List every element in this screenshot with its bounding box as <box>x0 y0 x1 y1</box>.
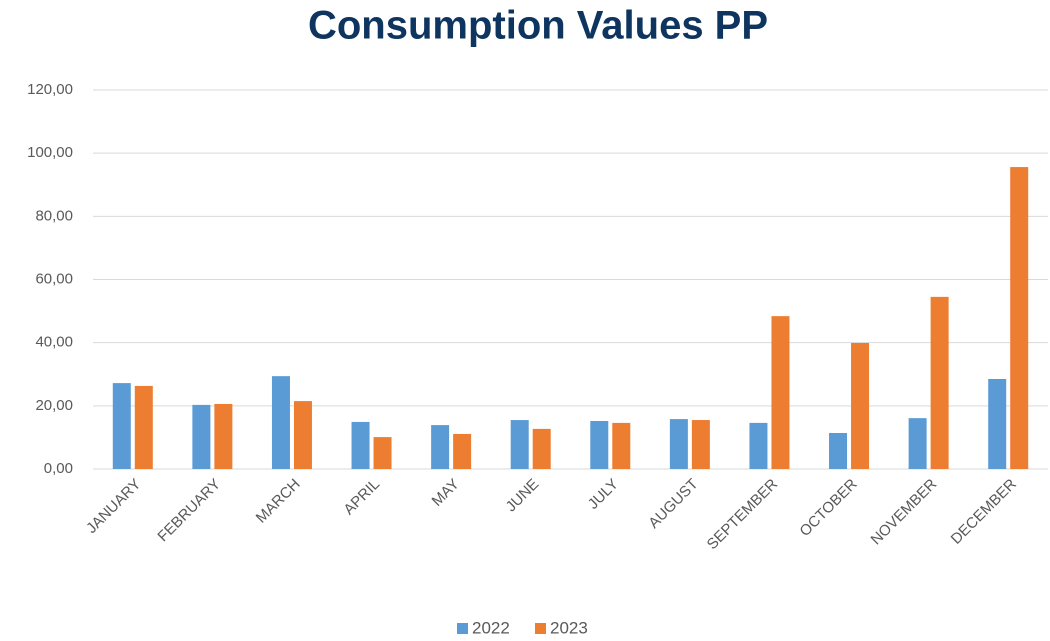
bar <box>532 428 551 469</box>
bar <box>771 316 790 469</box>
bar <box>908 418 927 469</box>
y-tick-label: 20,00 <box>35 397 73 414</box>
y-tick-label: 60,00 <box>35 270 73 287</box>
bar <box>851 342 870 469</box>
bar <box>351 421 370 469</box>
bar <box>930 296 949 469</box>
bar <box>749 422 768 469</box>
y-tick-label: 100,00 <box>27 144 73 161</box>
legend-swatch <box>457 623 468 634</box>
x-tick-label: AUGUST <box>645 476 701 532</box>
bar <box>453 433 472 469</box>
legend-label: 2022 <box>472 618 510 637</box>
x-tick-label: MARCH <box>253 476 304 527</box>
bar <box>691 420 710 469</box>
bar <box>590 420 609 469</box>
y-tick-label: 120,00 <box>27 81 73 98</box>
x-tick-label: OCTOBER <box>796 475 860 539</box>
bar <box>214 403 233 469</box>
legend-swatch <box>535 623 546 634</box>
bar <box>134 385 153 469</box>
bar <box>431 425 450 469</box>
x-tick-label: DECEMBER <box>948 475 1020 547</box>
bar <box>669 419 688 469</box>
x-tick-label: APRIL <box>340 476 383 519</box>
chart-title: Consumption Values PP <box>308 4 768 48</box>
bar <box>829 432 848 469</box>
bar <box>510 420 529 469</box>
bar <box>192 404 211 469</box>
x-tick-label: FEBRUARY <box>154 476 224 546</box>
x-tick-label: JANUARY <box>83 476 144 537</box>
bar <box>271 376 290 469</box>
bar <box>373 437 392 469</box>
bar <box>612 422 631 469</box>
legend-label: 2023 <box>550 618 588 637</box>
bar <box>1010 167 1029 469</box>
y-tick-label: 40,00 <box>35 334 73 351</box>
y-tick-label: 80,00 <box>35 207 73 224</box>
y-tick-label: 0,00 <box>44 460 73 477</box>
x-tick-label: JULY <box>585 476 622 513</box>
x-tick-label: NOVEMBER <box>868 476 941 549</box>
x-tick-label: MAY <box>429 476 463 510</box>
x-tick-label: SEPTEMBER <box>704 476 782 554</box>
x-tick-label: JUNE <box>503 476 543 516</box>
bar <box>112 383 131 469</box>
bar <box>293 401 312 469</box>
bar <box>988 378 1007 469</box>
